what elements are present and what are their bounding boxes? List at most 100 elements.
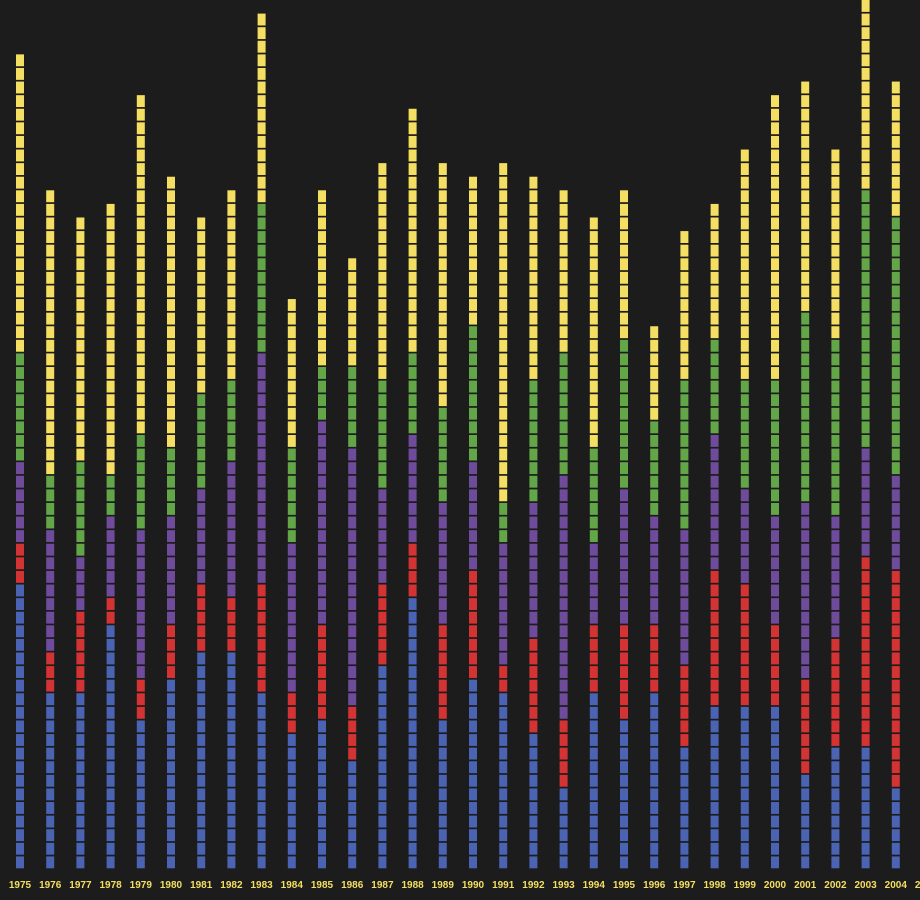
bar-cell (438, 829, 447, 842)
bar-cell (620, 203, 628, 216)
bar-cell (559, 652, 568, 665)
bar-cell (589, 380, 598, 393)
bar-cell (620, 693, 628, 706)
bar-cell (438, 299, 447, 311)
bar-cell (438, 258, 447, 271)
bar-cell (287, 394, 296, 407)
bar-cell (891, 312, 900, 325)
bar-cell (76, 285, 85, 298)
bar-cell (680, 448, 689, 461)
bar-cell (771, 625, 779, 638)
bar-cell (257, 815, 266, 828)
bar-cell (257, 774, 266, 787)
bar-cell (378, 462, 387, 475)
bar-cell (136, 720, 145, 733)
bar-cell (438, 394, 447, 407)
bar-cell (771, 720, 779, 733)
bar-cell (620, 842, 628, 855)
bar-cell (438, 435, 447, 447)
bar-cell (559, 598, 568, 611)
bar-cell (469, 720, 477, 733)
bar-cell (559, 638, 568, 651)
bar-cell (529, 747, 538, 760)
bar-cell (287, 788, 296, 801)
bar-cell (16, 353, 24, 366)
bar-cell (257, 856, 266, 869)
bar-cell (620, 856, 628, 869)
bar-cell (801, 584, 810, 597)
bar-cell (257, 13, 266, 26)
bar-cell (76, 570, 85, 583)
bar-cell (771, 203, 779, 216)
bar-cell (680, 584, 689, 597)
bar-cell (287, 448, 296, 461)
bar-cell (710, 271, 719, 284)
bar-cell (559, 625, 568, 638)
bar-cell (740, 761, 749, 774)
bar-cell (680, 462, 689, 475)
bar-cell (529, 706, 538, 719)
bar-cell (227, 353, 236, 366)
bar-cell (287, 761, 296, 774)
bar-cell (438, 666, 447, 678)
bar-cell (801, 598, 810, 611)
bar-cell (16, 734, 24, 746)
bar-cell (46, 475, 55, 488)
bar-cell (348, 475, 357, 488)
bar-cell (167, 176, 175, 189)
bar-cell (16, 693, 24, 706)
x-tick-label-1981: 1981 (190, 880, 213, 891)
bar-segment-1981-4 (197, 217, 206, 393)
bar-cell (861, 244, 870, 257)
bar-segment-1993-3 (559, 353, 568, 475)
bar-cell (378, 203, 387, 216)
bar-cell (650, 802, 659, 814)
bar-cell (620, 380, 628, 393)
bar-cell (559, 258, 568, 271)
bar-cell (318, 557, 326, 570)
bar-cell (620, 720, 628, 733)
bar-cell (469, 231, 477, 243)
bar-cell (136, 244, 145, 257)
bar-cell (680, 367, 689, 379)
bar-cell (861, 475, 870, 488)
bar-cell (831, 829, 840, 842)
bar-cell (348, 380, 357, 393)
bar-cell (167, 557, 175, 570)
bar-cell (620, 774, 628, 787)
bar-cell (891, 339, 900, 352)
bar-cell (559, 802, 568, 814)
bar-cell (227, 312, 236, 325)
bar-cell (861, 652, 870, 665)
bar-cell (378, 312, 387, 325)
bar-cell (136, 652, 145, 665)
bar-cell (801, 312, 810, 325)
bar-cell (559, 475, 568, 488)
bar-cell (408, 122, 417, 135)
bar-cell (438, 706, 447, 719)
bar-cell (76, 231, 85, 243)
bar-cell (16, 258, 24, 271)
bar-cell (801, 231, 810, 243)
x-tick-label-1980: 1980 (160, 880, 183, 891)
bar-cell (197, 706, 206, 719)
bar-cell (408, 530, 417, 543)
bar-cell (891, 842, 900, 855)
bar-cell (801, 475, 810, 488)
bar-segment-1985-0 (318, 720, 326, 869)
bar-cell (318, 516, 326, 529)
bar-cell (861, 0, 870, 12)
bar-cell (227, 435, 236, 447)
bar-cell (257, 543, 266, 556)
x-tick-label-1978: 1978 (99, 880, 122, 891)
x-tick-label-1988: 1988 (401, 880, 424, 891)
bar-cell (167, 842, 175, 855)
bar-cell (167, 747, 175, 760)
bar-cell (680, 774, 689, 787)
bar-cell (861, 407, 870, 420)
bar-cell (861, 149, 870, 162)
bar-cell (861, 788, 870, 801)
bar-cell (589, 353, 598, 366)
bar-cell (167, 516, 175, 529)
bar-cell (680, 747, 689, 760)
